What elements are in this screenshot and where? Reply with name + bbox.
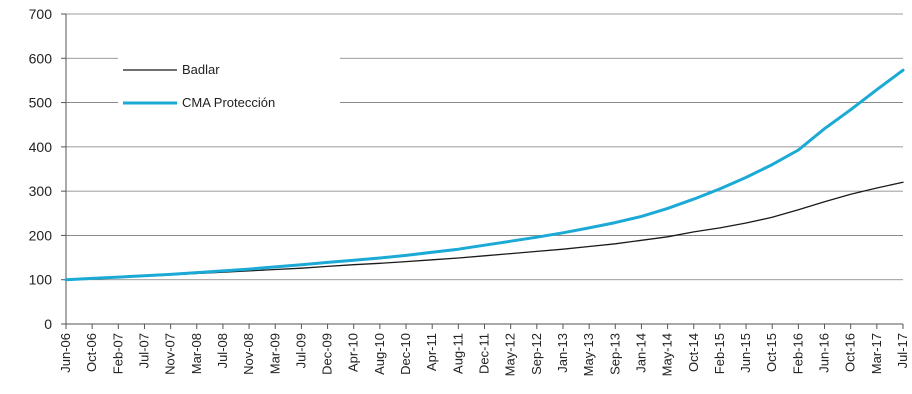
- y-tick-label: 600: [29, 50, 53, 66]
- x-tick-label: Feb-07: [110, 333, 125, 374]
- x-tick-label: Jan-14: [633, 333, 648, 373]
- x-tick-label: Jul-17: [895, 333, 910, 368]
- x-tick-label: Oct-14: [686, 333, 701, 372]
- x-tick-label: Mar-09: [267, 333, 282, 374]
- x-tick-label: Jun-15: [738, 333, 753, 373]
- series-line-cma-proteccion: [64, 68, 905, 282]
- x-tick-label: Aug-10: [372, 333, 387, 375]
- x-tick-label: Mar-17: [869, 333, 884, 374]
- x-tick-label: Sep-13: [607, 333, 622, 375]
- legend: Badlar CMA Protección: [118, 50, 340, 120]
- y-tick-label: 100: [29, 272, 53, 288]
- y-tick-label: 0: [44, 316, 52, 332]
- x-tick-label: Feb-16: [790, 333, 805, 374]
- x-tick-label: Dec-11: [477, 333, 492, 374]
- y-tick-label: 400: [29, 139, 53, 155]
- legend-background: [118, 50, 340, 120]
- x-tick-label: Jul-07: [136, 333, 151, 368]
- x-tick-label: Nov-07: [163, 333, 178, 375]
- y-tick-label: 500: [29, 95, 53, 111]
- x-tick-label: Jun-06: [58, 333, 73, 373]
- x-tick-label: Apr-10: [346, 333, 361, 372]
- x-tick-label: Dec-09: [320, 333, 335, 375]
- x-tick-label: May-12: [503, 333, 518, 376]
- y-tick-label: 700: [29, 6, 53, 22]
- y-axis-ticks: 0 100 200 300 400 500 600 700: [29, 6, 66, 332]
- x-tick-label: May-14: [660, 333, 675, 376]
- x-tick-label: Apr-11: [424, 333, 439, 371]
- x-tick-label: Sep-12: [529, 333, 544, 375]
- x-tick-label: Dec-10: [398, 333, 413, 375]
- legend-label-badlar: Badlar: [182, 62, 220, 77]
- legend-label-cma-proteccion: CMA Protección: [182, 95, 275, 110]
- x-tick-label: Jun-16: [817, 333, 832, 373]
- x-tick-label: Feb-15: [712, 333, 727, 374]
- x-tick-label: Mar-08: [189, 333, 204, 374]
- x-tick-label: Aug-11: [450, 333, 465, 374]
- x-tick-label: May-13: [581, 333, 596, 376]
- x-tick-label: Oct-15: [764, 333, 779, 372]
- y-tick-label: 200: [29, 227, 53, 243]
- x-tick-label: Oct-16: [843, 333, 858, 372]
- x-axis-ticks: Jun-06 Oct-06 Feb-07 Jul-07 Nov-07 Mar-08 Jul-…: [58, 324, 910, 376]
- x-tick-label: Oct-06: [84, 333, 99, 372]
- x-tick-label: Jul-08: [215, 333, 230, 368]
- x-tick-label: Jan-13: [555, 333, 570, 373]
- y-tick-label: 300: [29, 183, 53, 199]
- series-line-badlar: [65, 181, 904, 281]
- series-lines: [64, 68, 905, 282]
- x-tick-label: Jul-09: [293, 333, 308, 368]
- x-tick-label: Nov-08: [241, 333, 256, 375]
